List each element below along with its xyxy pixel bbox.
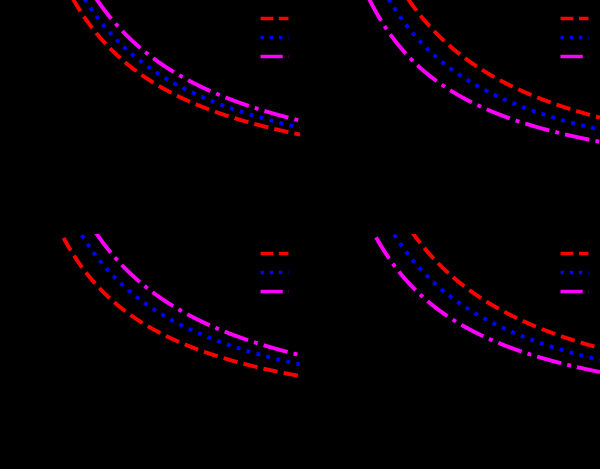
Legend: , , : , , xyxy=(254,7,293,70)
Legend: , , : , , xyxy=(254,242,293,304)
Legend: , , : , , xyxy=(554,7,593,70)
Legend: , , : , , xyxy=(554,242,593,304)
